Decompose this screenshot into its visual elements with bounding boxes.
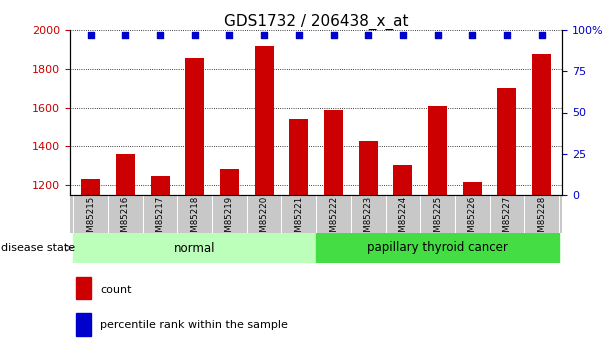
- Bar: [74, 233, 316, 263]
- Point: [190, 32, 199, 38]
- Text: GSM85217: GSM85217: [156, 196, 165, 243]
- Bar: [289, 119, 308, 345]
- Point: [259, 32, 269, 38]
- Bar: [428, 106, 447, 345]
- Bar: [463, 183, 482, 345]
- Point: [468, 32, 477, 38]
- Point: [86, 32, 95, 38]
- Bar: [324, 110, 343, 345]
- Text: GSM85227: GSM85227: [502, 196, 511, 243]
- Text: GSM85223: GSM85223: [364, 196, 373, 243]
- Point: [398, 32, 408, 38]
- Point: [537, 32, 547, 38]
- Bar: [220, 169, 239, 345]
- Point: [433, 32, 443, 38]
- Text: GSM85228: GSM85228: [537, 196, 546, 243]
- Bar: [532, 54, 551, 345]
- Text: disease state: disease state: [1, 243, 75, 253]
- Point: [329, 32, 339, 38]
- Text: count: count: [100, 285, 132, 295]
- Text: GSM85226: GSM85226: [468, 196, 477, 243]
- Point: [502, 32, 512, 38]
- Bar: [76, 313, 91, 336]
- Title: GDS1732 / 206438_x_at: GDS1732 / 206438_x_at: [224, 14, 409, 30]
- Bar: [255, 46, 274, 345]
- Text: GSM85216: GSM85216: [121, 196, 130, 243]
- Text: GSM85218: GSM85218: [190, 196, 199, 243]
- Text: papillary thyroid cancer: papillary thyroid cancer: [367, 241, 508, 255]
- Bar: [359, 141, 378, 345]
- Point: [224, 32, 234, 38]
- Text: GSM85224: GSM85224: [398, 196, 407, 243]
- Bar: [497, 88, 516, 345]
- Text: GSM85221: GSM85221: [294, 196, 303, 243]
- Bar: [116, 154, 135, 345]
- Text: GSM85225: GSM85225: [433, 196, 442, 243]
- Text: GSM85222: GSM85222: [329, 196, 338, 243]
- Bar: [81, 179, 100, 345]
- Bar: [316, 233, 559, 263]
- Point: [294, 32, 303, 38]
- Text: GSM85219: GSM85219: [225, 196, 234, 243]
- Bar: [185, 58, 204, 345]
- Text: normal: normal: [174, 241, 215, 255]
- Text: GSM85215: GSM85215: [86, 196, 95, 243]
- Text: GSM85220: GSM85220: [260, 196, 269, 243]
- Point: [364, 32, 373, 38]
- Text: percentile rank within the sample: percentile rank within the sample: [100, 319, 288, 329]
- Bar: [151, 176, 170, 345]
- Point: [120, 32, 130, 38]
- Point: [155, 32, 165, 38]
- Bar: [393, 165, 412, 345]
- Bar: [76, 277, 91, 299]
